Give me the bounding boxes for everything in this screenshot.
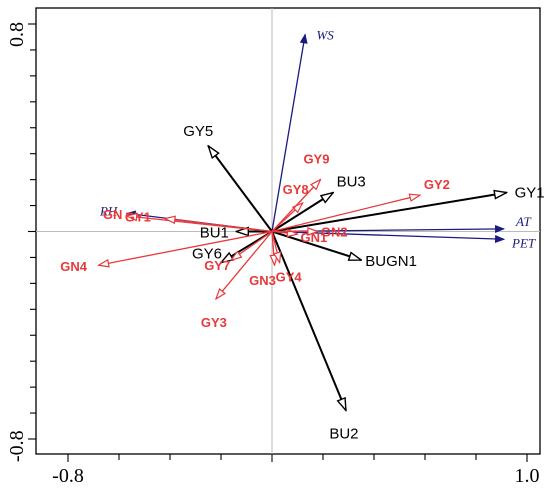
label-species-black-bu3: BU3: [337, 174, 366, 191]
label-species-red-gy3: GY3: [201, 315, 227, 330]
label-species-red-gy7: GY7: [204, 258, 230, 273]
label-species-red-gn3: GN3: [249, 273, 276, 288]
label-species-black-gy1: GY1: [515, 185, 545, 202]
label-species-red-gy9: GY9: [303, 152, 329, 167]
arrow-species-black-bu2: [271, 231, 347, 411]
label-environment-at: AT: [515, 214, 531, 229]
arrow-species-red-gn4: [99, 230, 273, 266]
label-species-red-gy8: GY8: [283, 182, 309, 197]
arrow-species-black-gy1: [271, 193, 507, 233]
label-environment-rh: RH: [99, 203, 118, 218]
label-species-red-gy2: GY2: [424, 177, 450, 192]
arrow-environment-ws: [271, 33, 308, 232]
arrow-species-red-gy7: [231, 230, 273, 261]
label-species-red-gn2: GN2: [321, 225, 348, 240]
arrow-species-red-gy4: [271, 231, 280, 263]
label-species-black-gy5: GY5: [183, 123, 213, 140]
label-species-red-gn: GN: [103, 207, 123, 222]
label-environment-pet: PET: [511, 235, 536, 250]
y-tick-label-top: 0.8: [6, 22, 28, 47]
x-tick-label-right: 1.0: [515, 465, 540, 487]
label-species-black-bu1: BU1: [200, 225, 229, 242]
arrow-species-red-gy2: [271, 195, 420, 233]
x-tick-label-left: -0.8: [52, 465, 84, 487]
label-species-red-gy4: GY4: [276, 270, 303, 285]
axis-ticks: [28, 23, 528, 462]
label-species-black-bu2: BU2: [329, 425, 358, 442]
arrow-layer: [99, 33, 507, 411]
arrow-species-black-gy5: [208, 146, 273, 233]
label-species-red-gn4: GN4: [60, 259, 88, 274]
label-species-black-gy6: GY6: [192, 246, 222, 263]
y-tick-label-bottom: -0.8: [6, 430, 28, 462]
label-species-red-gn1: GN1: [301, 230, 328, 245]
arrow-species-red-gy3: [216, 231, 273, 299]
label-species-black-bugn1: BUGN1: [365, 253, 417, 270]
arrow-species-red-gy9: [271, 180, 320, 232]
label-environment-ws: WS: [316, 27, 334, 42]
arrow-species-red-gy1: [165, 219, 273, 233]
label-species-red-gy1: GY1: [125, 210, 151, 225]
